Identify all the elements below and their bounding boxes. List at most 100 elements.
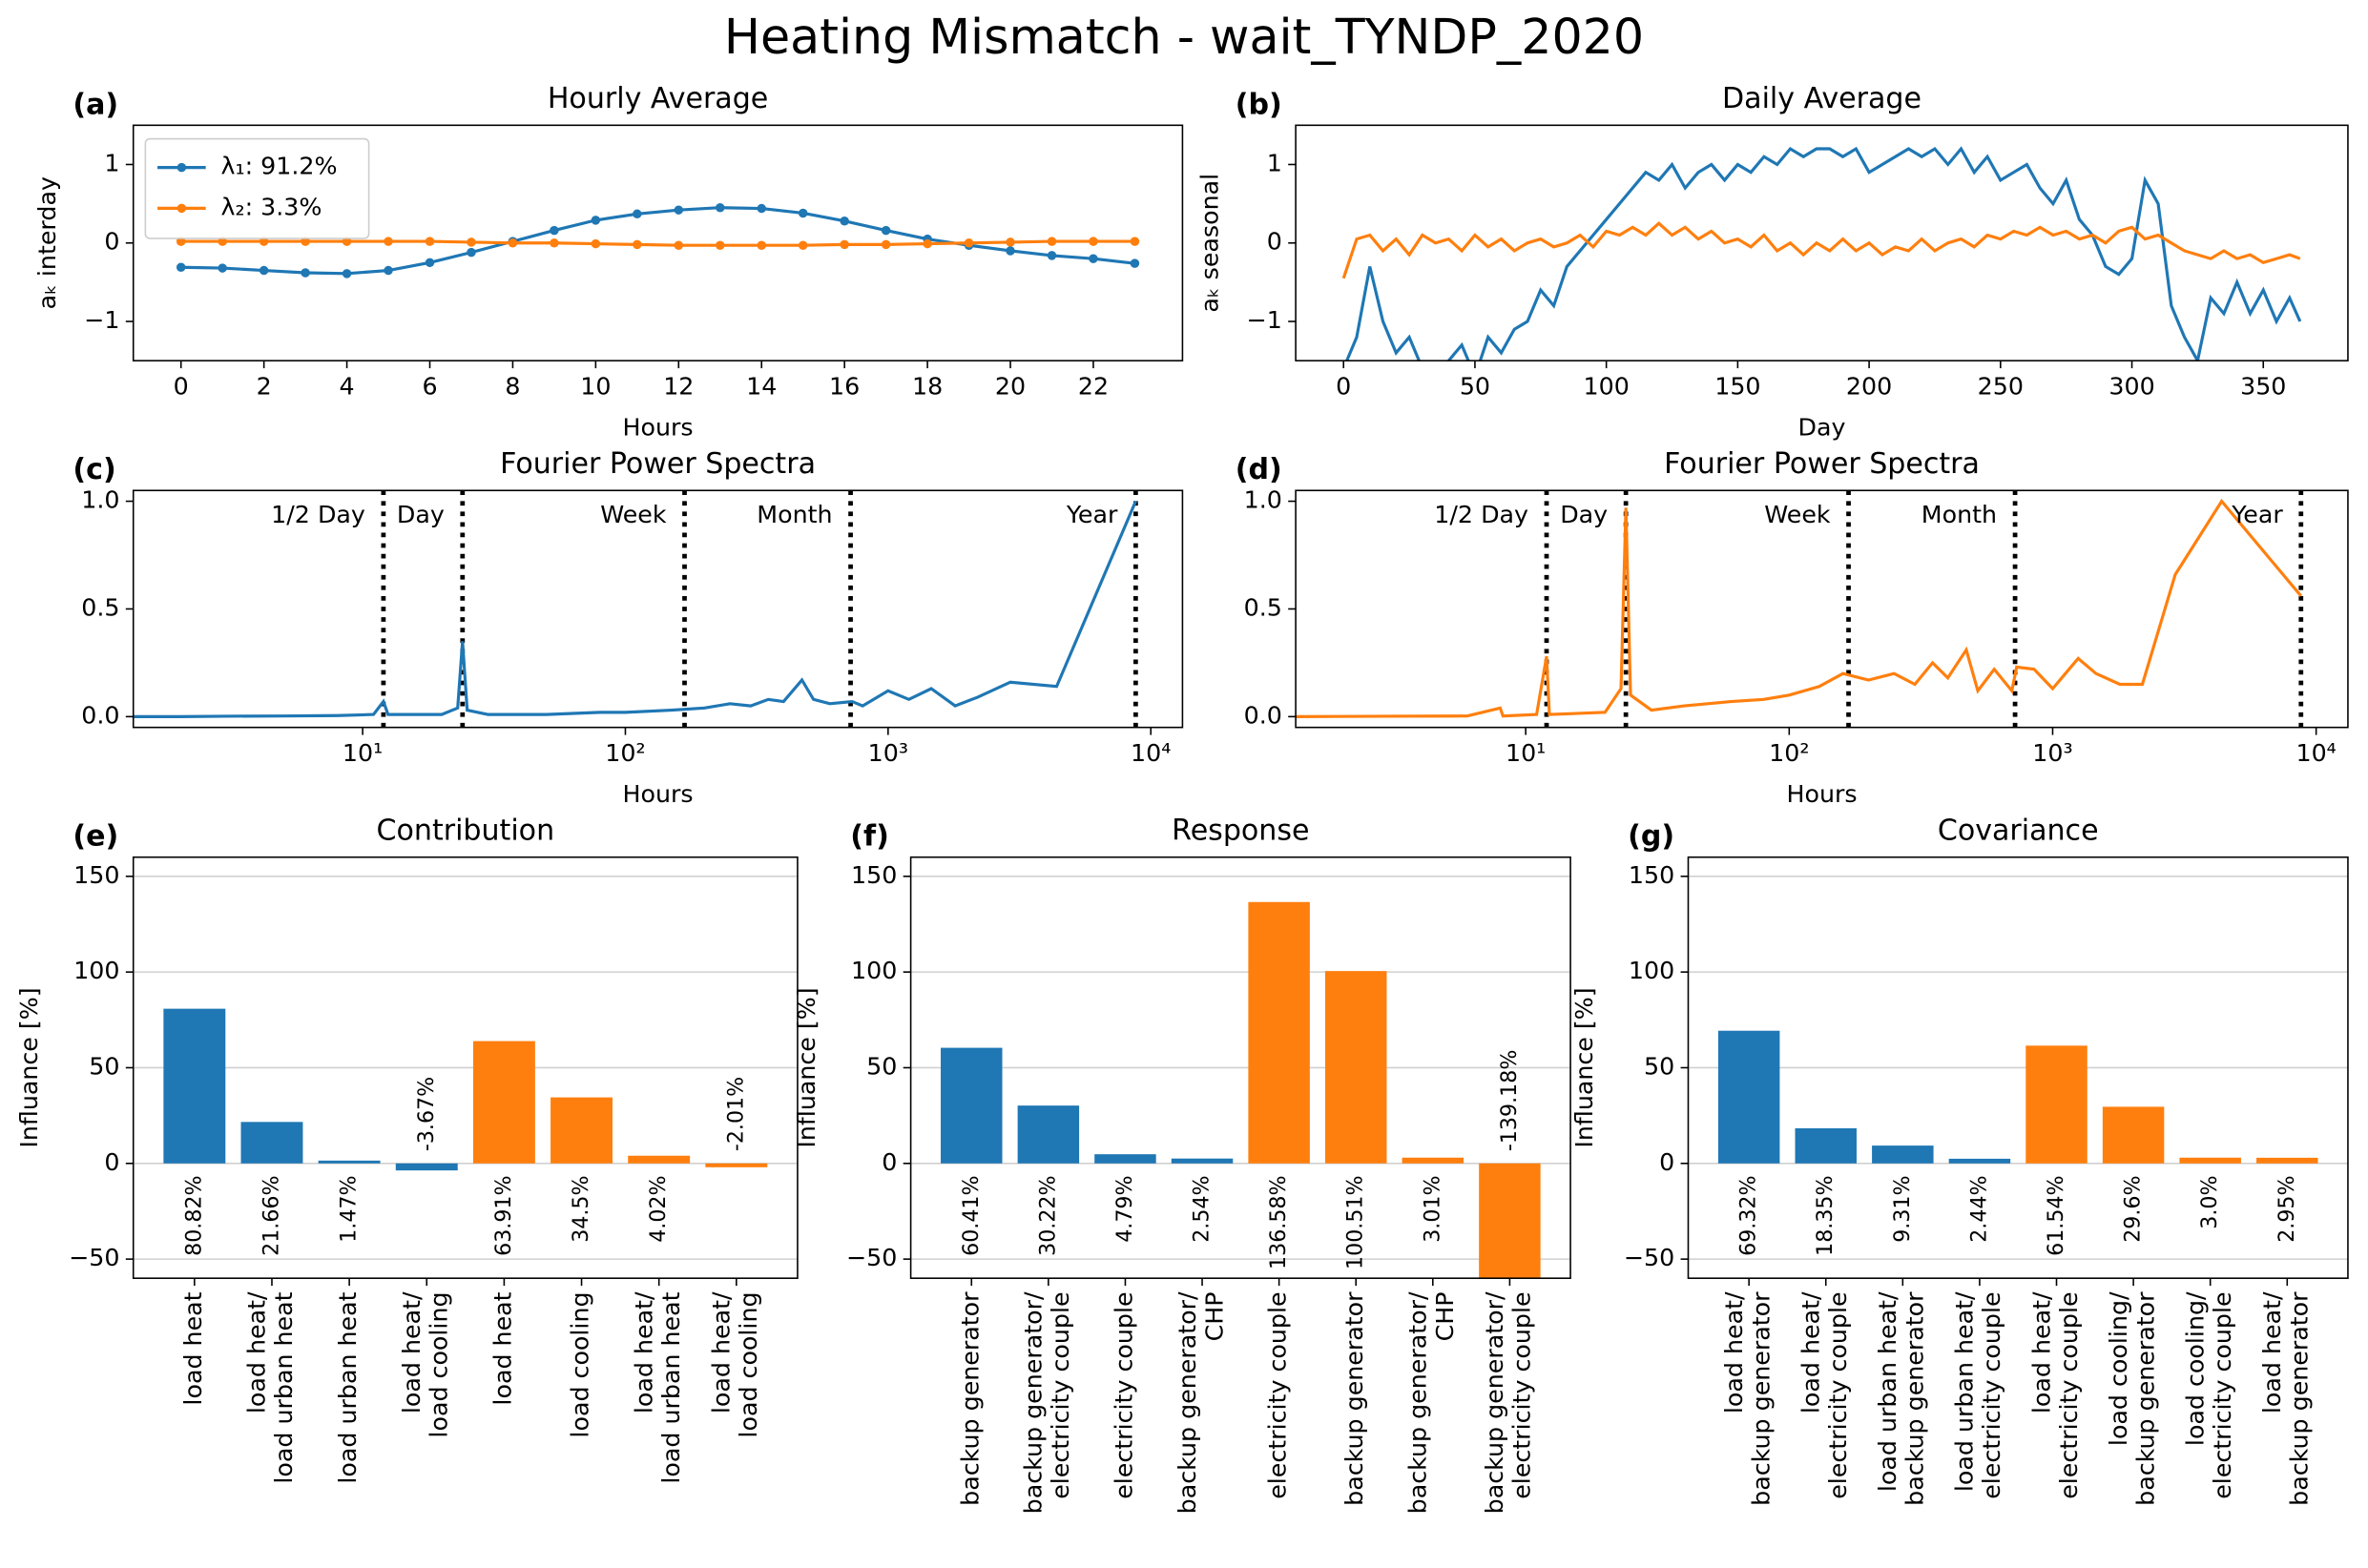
point: [384, 265, 393, 276]
y-tick-label: 0: [1267, 228, 1282, 256]
value-label: 21.66%: [259, 1175, 283, 1255]
point: [716, 240, 725, 250]
point: [1089, 237, 1098, 246]
y-tick-label: 1: [104, 149, 119, 176]
x-tick-label: 16: [829, 373, 860, 401]
point: [757, 203, 766, 214]
series-line: [180, 239, 1135, 247]
y-tick-label: 150: [1629, 861, 1674, 889]
x-tick-label: load heat/load cooling: [708, 1291, 762, 1438]
point: [467, 237, 476, 247]
plot-area: [1717, 1030, 2318, 1164]
point: [301, 268, 310, 278]
axes-frame: [132, 856, 799, 1279]
point: [591, 238, 601, 249]
plot-area: [133, 490, 1138, 728]
bar: [2179, 1157, 2241, 1164]
point: [1006, 246, 1015, 256]
x-tick-label: electricity couple: [1110, 1291, 1137, 1498]
x-tick-label: 100: [1584, 373, 1630, 401]
panel-title: Hourly Average: [548, 82, 768, 115]
value-label: 4.02%: [646, 1175, 671, 1242]
bar: [1402, 1157, 1464, 1164]
point: [1130, 258, 1140, 268]
value-label: 18.35%: [1813, 1175, 1838, 1255]
point: [425, 258, 435, 268]
x-tick-label: load cooling: [567, 1291, 594, 1437]
legend-marker: [177, 162, 187, 173]
plot-area: [163, 1008, 768, 1171]
axes-frame: [1295, 489, 2349, 729]
x-tick-label: 14: [746, 373, 777, 401]
x-tick-label: load heat/electricity couple: [1797, 1291, 1852, 1499]
value-label: 29.6%: [2121, 1175, 2146, 1242]
panel-title: Response: [1172, 814, 1309, 847]
x-tick-label: load heat/load urban heat: [630, 1291, 684, 1484]
point: [1089, 254, 1098, 263]
bar: [1094, 1154, 1156, 1164]
x-tick-label: 10³: [868, 739, 908, 767]
point: [467, 247, 476, 258]
bar: [395, 1163, 458, 1171]
y-tick-label: 50: [1644, 1052, 1674, 1080]
point: [384, 237, 393, 246]
x-tick-label: backup generator: [1340, 1291, 1368, 1506]
x-tick-label: 22: [1078, 373, 1109, 401]
value-label: 2.95%: [2275, 1175, 2299, 1242]
point: [716, 202, 725, 213]
y-tick-label: 100: [73, 957, 119, 984]
value-label: 60.41%: [959, 1175, 984, 1255]
x-tick-label: load heat/backup generator: [2258, 1291, 2313, 1506]
y-axis-label: aₖ interday: [33, 176, 61, 309]
point: [218, 263, 227, 273]
legend-box: [144, 137, 370, 239]
panel-label: (g): [1628, 820, 1674, 854]
bar: [705, 1163, 768, 1167]
x-tick-label: 50: [1460, 373, 1490, 401]
y-axis-label: aₖ seasonal: [1195, 174, 1223, 313]
bar: [550, 1097, 613, 1164]
bar: [1872, 1145, 1934, 1164]
x-tick-label: 10: [580, 373, 611, 401]
x-tick-label: backup generator/CHP: [1174, 1291, 1228, 1514]
figure-title: Heating Mismatch - wait_TYNDP_2020: [724, 9, 1644, 65]
period-label: Week: [600, 501, 667, 528]
y-tick-label: 0.5: [81, 593, 119, 621]
point: [798, 208, 808, 218]
point: [550, 225, 559, 236]
y-tick-label: 100: [1629, 957, 1674, 984]
x-tick-label: 10¹: [1506, 739, 1546, 767]
panel-label: (a): [73, 88, 118, 121]
panel-label: (f): [850, 820, 889, 854]
bar: [472, 1041, 535, 1164]
x-axis-label: Day: [1798, 413, 1846, 441]
x-tick-label: 350: [2240, 373, 2286, 401]
point: [757, 240, 766, 250]
x-tick-label: load heat: [488, 1291, 516, 1405]
value-label: 2.54%: [1190, 1175, 1215, 1242]
y-tick-label: 50: [866, 1052, 897, 1080]
x-tick-label: 10²: [605, 739, 645, 767]
value-label: 30.22%: [1035, 1175, 1060, 1255]
x-tick-label: load cooling/electricity couple: [2181, 1291, 2235, 1499]
value-label: -3.67%: [414, 1077, 439, 1151]
x-tick-label: 0: [174, 373, 189, 401]
y-tick-label: 0.0: [1244, 701, 1282, 729]
point: [881, 239, 891, 250]
bar: [2025, 1045, 2088, 1164]
point: [964, 238, 974, 248]
point: [1047, 251, 1057, 260]
x-tick-label: load heat/load cooling: [398, 1291, 452, 1438]
y-tick-label: 1: [1267, 149, 1282, 176]
point: [633, 239, 642, 250]
panel-label: (e): [73, 820, 118, 854]
value-label: -139.18%: [1497, 1050, 1522, 1152]
y-tick-label: 0.5: [1244, 593, 1282, 621]
value-label: 2.44%: [1966, 1175, 1991, 1242]
y-axis-label: Influance [%]: [793, 987, 820, 1147]
bar: [628, 1155, 691, 1164]
period-label: Year: [1066, 501, 1118, 528]
plot-area: [941, 901, 1541, 1279]
point: [1047, 237, 1057, 246]
period-label: Month: [757, 501, 832, 528]
